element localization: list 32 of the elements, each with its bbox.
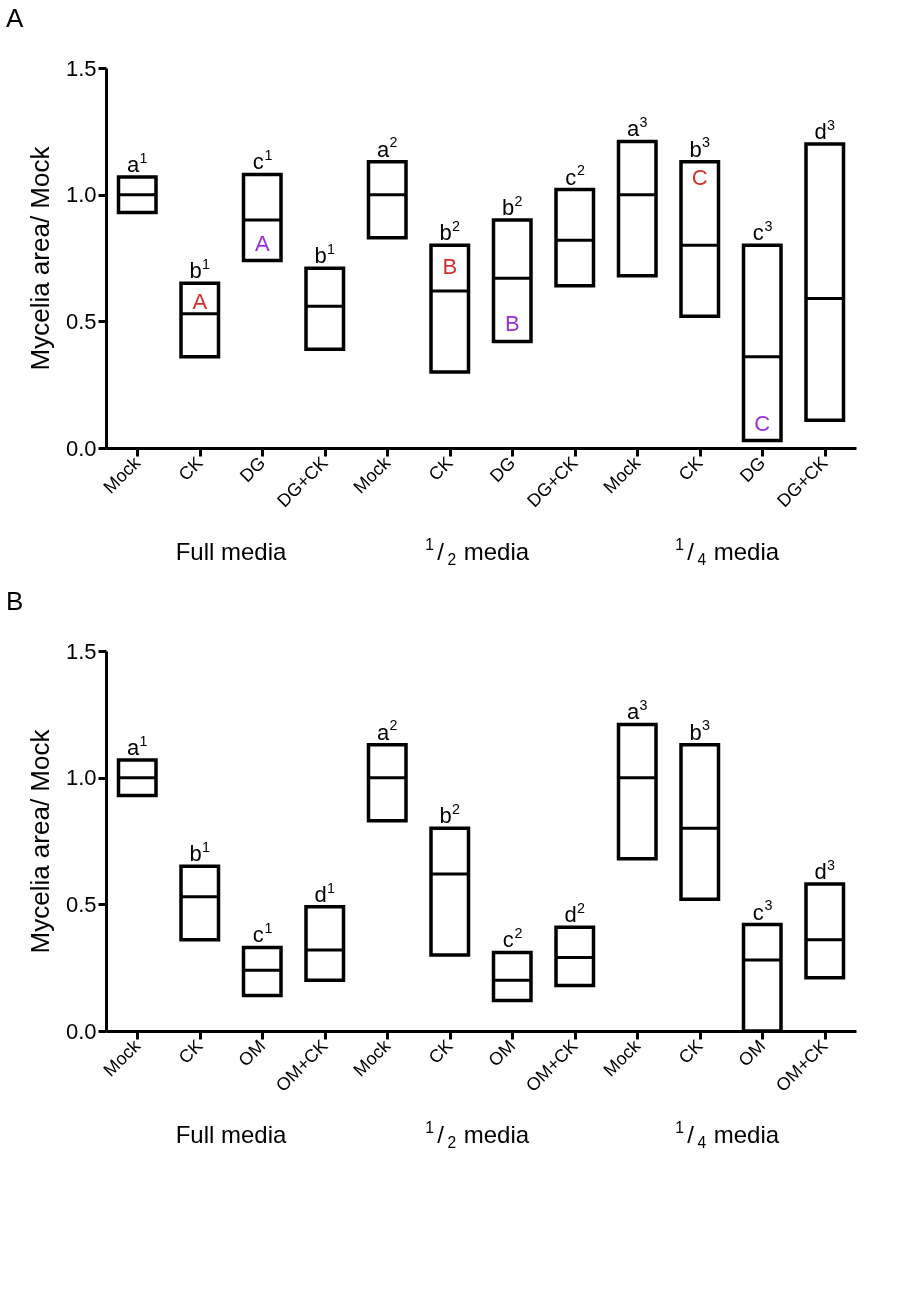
x-tick-label: CK [174,1035,207,1068]
y-tick-label: 1.5 [65,55,97,81]
annotation: A [254,231,270,257]
annotation: C [691,165,708,191]
text: Full media [175,538,287,565]
x-tick-label: CK [674,1035,707,1068]
x-tick-label: OM [234,1035,270,1071]
annotation: B [504,311,520,337]
y-tick-label: 0.0 [65,435,97,461]
x-tick-label: OM [484,1035,520,1071]
y-tick-label: 1.0 [65,765,97,791]
x-tick-label: CK [674,452,707,485]
annotation: B [442,253,458,279]
x-tick-label: CK [174,452,207,485]
chart-title: B [6,586,24,616]
y-tick-label: 0.5 [65,891,97,917]
y-tick-label: 0.0 [65,1018,97,1044]
x-tick-label: DG [485,452,520,486]
y-tick-label: 0.5 [65,308,97,334]
x-tick-label: DG [735,452,770,486]
y-tick-label: 1.5 [65,638,97,664]
y-axis-title: Mycelia area/ Mock [24,728,55,954]
text: Full media [175,1121,287,1148]
x-tick-label: DG [235,452,270,486]
x-tick-label: CK [424,452,457,485]
annotation: C [754,410,771,436]
y-axis-title: Mycelia area/ Mock [24,145,55,371]
chart-title: A [6,3,24,33]
x-tick-label: CK [424,1035,457,1068]
annotation: A [192,288,208,314]
y-tick-label: 1.0 [65,182,97,208]
x-tick-label: OM [734,1035,770,1071]
